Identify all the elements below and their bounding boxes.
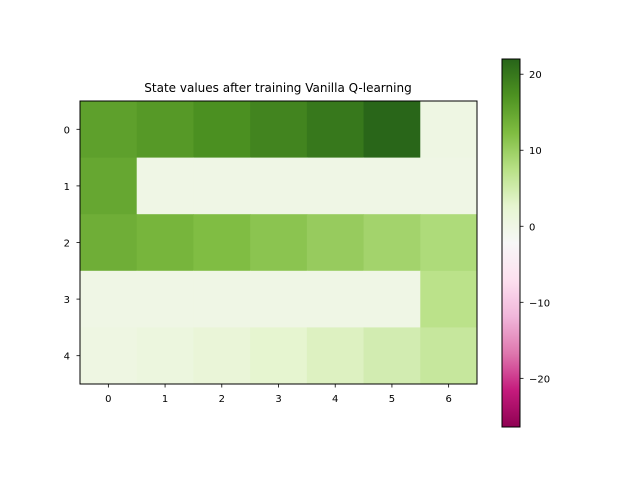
heatmap-cell [306, 327, 365, 385]
y-tick-label: 0 [64, 125, 70, 136]
heatmap-cell [193, 157, 251, 215]
colorbar-tick-label: −10 [529, 298, 550, 309]
x-axis: 0 1 2 3 4 5 6 [105, 384, 452, 405]
heatmap-cell [193, 101, 251, 159]
x-tick-label: 2 [219, 394, 225, 405]
heatmap-cell [193, 214, 251, 272]
colorbar-axis: 20 10 0 −10 −20 [520, 70, 550, 385]
heatmap-cell [363, 214, 421, 272]
heatmap-cell [250, 270, 308, 328]
heatmap-cell [80, 270, 138, 328]
heatmap-cell [306, 214, 365, 272]
heatmap-cell [250, 157, 308, 215]
y-tick-label: 4 [64, 352, 70, 363]
heatmap-cell [193, 270, 251, 328]
heatmap-cell [80, 327, 138, 385]
heatmap-cell [136, 270, 194, 328]
heatmap-cell [193, 327, 251, 385]
heatmap-cell [363, 327, 421, 385]
x-tick-label: 4 [332, 394, 338, 405]
heatmap-cell [136, 157, 194, 215]
heatmap-cell [136, 214, 194, 272]
heatmap-cell [306, 270, 365, 328]
heatmap-cell [420, 270, 478, 328]
heatmap-cell [306, 101, 365, 159]
heatmap-cell [250, 214, 308, 272]
x-tick-label: 5 [389, 394, 395, 405]
colorbar-tick-label: 0 [529, 222, 535, 233]
heatmap-cell [136, 327, 194, 385]
y-tick-label: 3 [64, 295, 70, 306]
heatmap-cell [80, 157, 138, 215]
heatmap-cell [80, 101, 138, 159]
colorbar-tick-label: −20 [529, 374, 550, 385]
colorbar-tick-label: 10 [529, 146, 542, 157]
x-tick-label: 3 [275, 394, 281, 405]
x-tick-label: 1 [162, 394, 168, 405]
heatmap-cell [250, 101, 308, 159]
chart-title: State values after training Vanilla Q-le… [144, 81, 411, 95]
heatmap-cell [136, 101, 194, 159]
heatmap-cell [306, 157, 365, 215]
heatmap-cell [363, 157, 421, 215]
heatmap-cell [250, 327, 308, 385]
y-tick-label: 2 [64, 239, 70, 250]
x-tick-label: 6 [445, 394, 451, 405]
heatmap-cell [420, 101, 478, 159]
y-tick-label: 1 [64, 182, 70, 193]
colorbar [501, 58, 521, 428]
heatmap-cell [363, 270, 421, 328]
colorbar-tick-label: 20 [529, 70, 542, 81]
heatmap-cell [80, 214, 138, 272]
heatmap-cell [420, 157, 478, 215]
heatmap-cells [80, 101, 478, 385]
heatmap-cell [363, 101, 421, 159]
heatmap-cell [420, 327, 478, 385]
heatmap-cell [420, 214, 478, 272]
x-tick-label: 0 [105, 394, 111, 405]
y-axis: 0 1 2 3 4 [64, 125, 80, 363]
